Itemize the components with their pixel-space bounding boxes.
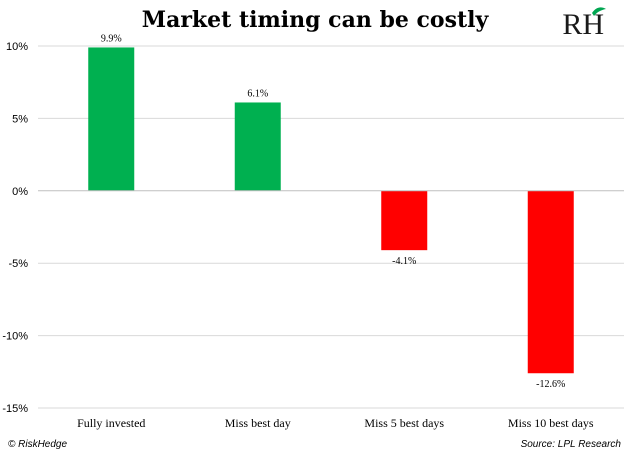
data-label: 9.9% bbox=[101, 33, 122, 44]
bar-2 bbox=[234, 102, 281, 191]
data-label: 6.1% bbox=[247, 88, 268, 99]
y-tick-label: -10% bbox=[2, 331, 28, 343]
logo: RH bbox=[562, 7, 606, 41]
data-label: -4.1% bbox=[392, 256, 416, 267]
bar-1 bbox=[88, 47, 135, 191]
bar-3 bbox=[381, 190, 428, 251]
y-axis-ticks: 10% 5% 0% -5% -10% -15% bbox=[2, 41, 28, 415]
data-labels: 9.9% 6.1% -4.1% -12.6% bbox=[101, 33, 566, 390]
bar-4 bbox=[527, 190, 574, 374]
x-axis-categories: Fully invested Miss best day Miss 5 best d… bbox=[77, 416, 594, 430]
logo-mark: RH bbox=[562, 8, 604, 41]
y-tick-label: 5% bbox=[12, 113, 28, 125]
y-tick-label: -5% bbox=[8, 258, 28, 270]
leaf-icon bbox=[592, 7, 606, 16]
y-tick-label: -15% bbox=[2, 403, 28, 415]
x-category-label: Miss 5 best days bbox=[364, 416, 444, 430]
x-category-label: Miss 10 best days bbox=[508, 416, 594, 430]
gridlines bbox=[38, 45, 624, 409]
x-category-label: Miss best day bbox=[225, 416, 291, 430]
x-category-label: Fully invested bbox=[77, 416, 145, 430]
y-tick-label: 10% bbox=[6, 41, 28, 53]
bars bbox=[88, 47, 574, 374]
chart-title: Market timing can be costly bbox=[142, 7, 490, 33]
data-label: -12.6% bbox=[536, 379, 565, 390]
copyright-text: © RiskHedge bbox=[8, 439, 67, 450]
source-text: Source: LPL Research bbox=[521, 439, 622, 450]
y-tick-label: 0% bbox=[12, 186, 28, 198]
